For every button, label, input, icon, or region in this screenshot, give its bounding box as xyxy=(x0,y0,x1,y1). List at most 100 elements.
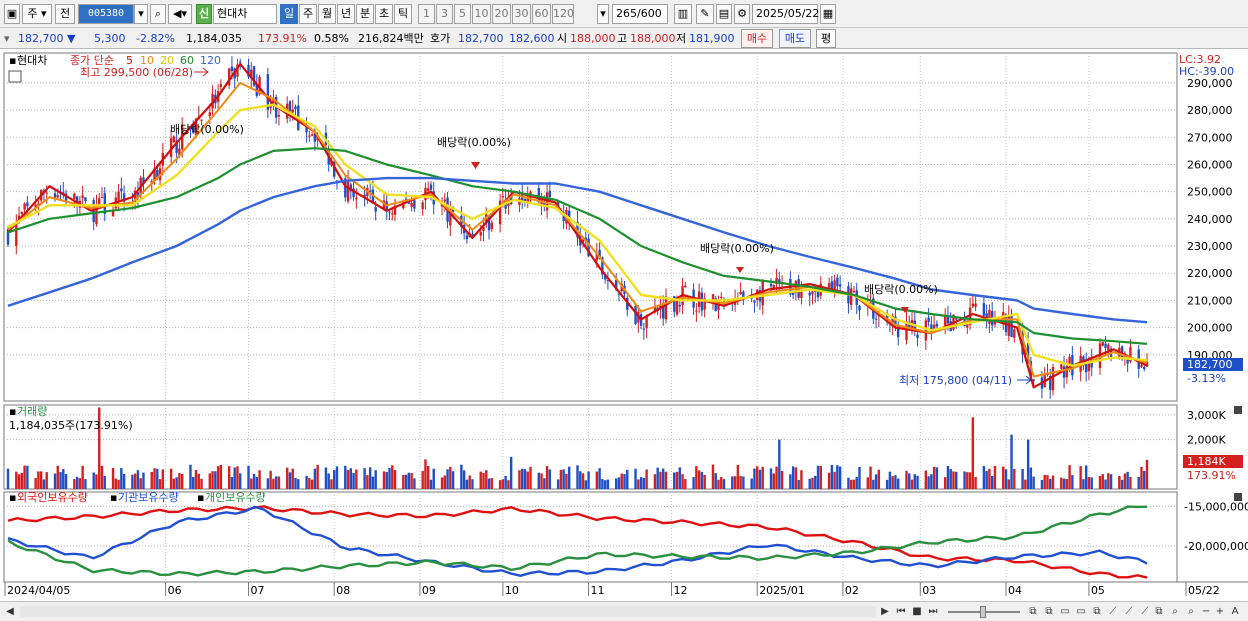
fast-forward-icon[interactable]: ⏭ xyxy=(928,606,938,617)
ma-period-5: 5 xyxy=(126,54,133,67)
volume-bar xyxy=(498,480,502,489)
period-tab-1[interactable]: 주 xyxy=(299,4,317,24)
scroll-right-icon[interactable]: ▶ xyxy=(881,606,889,617)
speaker-icon[interactable]: ◀▾ xyxy=(168,4,192,24)
candle-body xyxy=(407,202,411,204)
layout-icon[interactable]: ⧉ xyxy=(1045,606,1053,617)
candle-body xyxy=(219,83,223,88)
holding-panel-close-icon[interactable] xyxy=(1234,493,1242,501)
plus-icon[interactable]: + xyxy=(1215,606,1225,617)
interval-button-6[interactable]: 60 xyxy=(532,4,551,24)
volume-panel-close-icon[interactable] xyxy=(1234,406,1242,414)
layout-icon[interactable]: ▭ xyxy=(1076,606,1086,617)
interval-button-3[interactable]: 10 xyxy=(472,4,491,24)
chevron-down-icon[interactable]: ▾ xyxy=(134,4,148,24)
layout-icon[interactable]: ⧉ xyxy=(1093,606,1101,617)
count-value: 265 xyxy=(616,7,637,20)
volume-bar xyxy=(42,479,46,489)
trade-amount: 216,824백만 xyxy=(358,32,424,45)
period-tab-4[interactable]: 분 xyxy=(356,4,374,24)
trend-icon[interactable]: ⟋ xyxy=(1109,606,1117,617)
x-tick-label: 04 xyxy=(1008,584,1022,597)
volume-bar xyxy=(913,474,916,489)
volume-bar xyxy=(421,471,424,489)
chart-settings-icon[interactable]: ▥ xyxy=(674,4,692,24)
candle-body xyxy=(603,275,607,280)
interval-button-5[interactable]: 30 xyxy=(512,4,531,24)
menu-icon[interactable]: ▣ xyxy=(4,4,20,24)
gear-icon[interactable]: ⚙ xyxy=(734,4,750,24)
layout-icon[interactable]: ⧉ xyxy=(1029,606,1037,617)
panel-table-icon[interactable] xyxy=(8,70,22,83)
period-tab-6[interactable]: 틱 xyxy=(394,4,412,24)
draw-tool-icon[interactable]: ✎ xyxy=(696,4,714,24)
search-icon[interactable]: ⌕ xyxy=(1172,606,1178,617)
layout-icon[interactable]: ▭ xyxy=(1060,606,1070,617)
type-select[interactable]: 주 ▾ xyxy=(22,4,52,24)
date-field[interactable]: 2025/05/22 xyxy=(752,4,819,24)
period-tab-3[interactable]: 년 xyxy=(337,4,355,24)
stock-name-field[interactable]: 현대차 xyxy=(213,4,277,24)
candle-body xyxy=(943,314,947,326)
interval-button-2[interactable]: 5 xyxy=(454,4,471,24)
volume-bar xyxy=(393,470,397,489)
candle-body xyxy=(23,203,26,210)
volume-bar xyxy=(584,480,587,489)
rewind-icon[interactable]: ⏮ xyxy=(896,606,906,617)
interval-button-0[interactable]: 1 xyxy=(418,4,435,24)
candle-body xyxy=(617,293,621,295)
scroll-track[interactable] xyxy=(20,606,876,617)
lc-label: LC:3.92 xyxy=(1179,53,1221,66)
interval-button-4[interactable]: 20 xyxy=(492,4,511,24)
period-tab-0[interactable]: 일 xyxy=(280,4,298,24)
stop-icon[interactable]: ■ xyxy=(912,606,922,617)
volume-bar xyxy=(62,468,65,489)
volume-bar xyxy=(413,478,416,489)
ask-price: 182,700 xyxy=(458,32,504,45)
volume-bar xyxy=(789,474,792,489)
eval-button[interactable]: 평 xyxy=(816,29,836,48)
trend-icon[interactable]: ⟋ xyxy=(1141,606,1149,617)
interval-button-7[interactable]: 120 xyxy=(552,4,574,24)
font-size-icon[interactable]: A xyxy=(1231,606,1239,617)
volume-bar xyxy=(722,479,726,489)
stock-code-input[interactable]: 005380 xyxy=(78,4,134,24)
zoom-in-icon[interactable]: ⌕ xyxy=(1188,606,1194,617)
volume-bar xyxy=(1109,474,1113,489)
search-icon[interactable]: ⌕ xyxy=(150,4,166,24)
volume-bar xyxy=(838,466,842,489)
chevron-down-icon[interactable]: ▾ xyxy=(597,4,609,24)
period-tab-2[interactable]: 월 xyxy=(318,4,336,24)
volume-bar xyxy=(692,477,695,489)
candle-body xyxy=(17,215,21,222)
turnover-pct: 0.58% xyxy=(314,32,349,45)
volume-bar xyxy=(100,465,104,489)
zoom-slider-handle[interactable] xyxy=(980,606,986,618)
chart-area[interactable]: 190,000 200,000 210,000 220,000 230,000 240,0… xyxy=(0,49,1248,601)
count-field[interactable]: 265/600 xyxy=(612,4,668,24)
price-chart-svg[interactable]: 190,000200,000210,000220,000230,000240,0… xyxy=(0,49,1248,601)
volume-bar xyxy=(1004,469,1008,489)
sell-button[interactable]: 매도 xyxy=(779,29,811,48)
minus-icon[interactable]: − xyxy=(1201,606,1211,617)
volume-bar xyxy=(1137,477,1140,489)
trend-icon[interactable]: ⟋ xyxy=(1125,606,1133,617)
save-icon[interactable]: ⧉ xyxy=(1155,606,1163,617)
candle-body xyxy=(971,303,975,307)
price-change-pct: -2.82% xyxy=(136,32,175,45)
holding-legend-foreign: 외국인보유수량 xyxy=(17,491,88,504)
save-icon[interactable]: ▤ xyxy=(716,4,732,24)
buy-button[interactable]: 매수 xyxy=(741,29,773,48)
volume-bar xyxy=(432,468,435,489)
interval-button-1[interactable]: 3 xyxy=(436,4,453,24)
candle-body xyxy=(81,195,84,198)
scroll-left-icon[interactable]: ◀ xyxy=(6,606,14,617)
price-tick-label: 220,000 xyxy=(1187,267,1233,280)
volume-bar xyxy=(23,465,26,489)
candle-body xyxy=(720,296,723,298)
period-tab-5[interactable]: 초 xyxy=(375,4,393,24)
calendar-icon[interactable]: ▦ xyxy=(820,4,836,24)
prev-select[interactable]: 전 xyxy=(55,4,75,24)
candle-body xyxy=(247,64,250,77)
candle-body xyxy=(136,192,140,198)
